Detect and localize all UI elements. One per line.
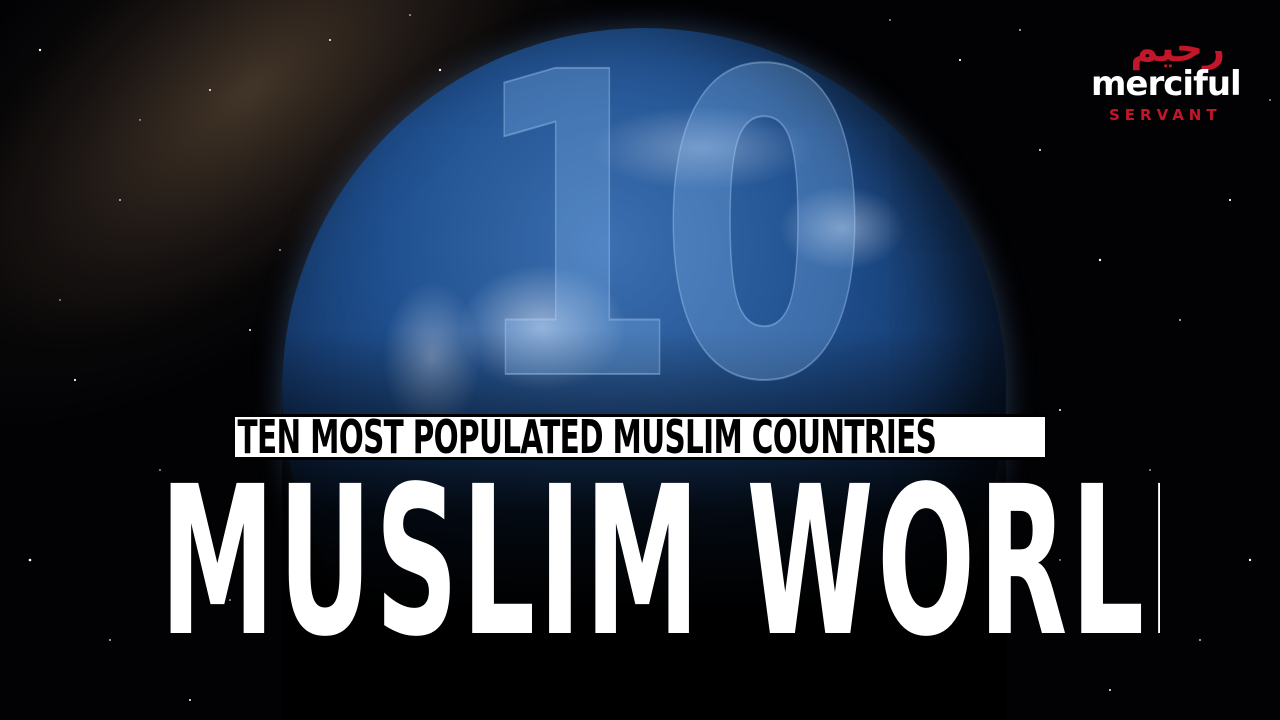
main-title-text: MUSLIM WORLD (160, 462, 1160, 662)
earth-shadow-fade (282, 330, 1006, 720)
logo-tagline: SERVANT (1109, 106, 1222, 124)
main-title: MUSLIM WORLD (160, 462, 1160, 662)
logo-arabic-calligraphy: رحيم (1130, 26, 1225, 70)
subtitle-banner: TEN MOST POPULATED MUSLIM COUNTRIES (232, 414, 1048, 460)
big-number-ten: 10 (469, 0, 870, 474)
subtitle-text: TEN MOST POPULATED MUSLIM COUNTRIES (237, 414, 937, 460)
channel-logo: رحيم merciful SERVANT (1085, 24, 1255, 134)
logo-name: merciful (1091, 64, 1242, 104)
